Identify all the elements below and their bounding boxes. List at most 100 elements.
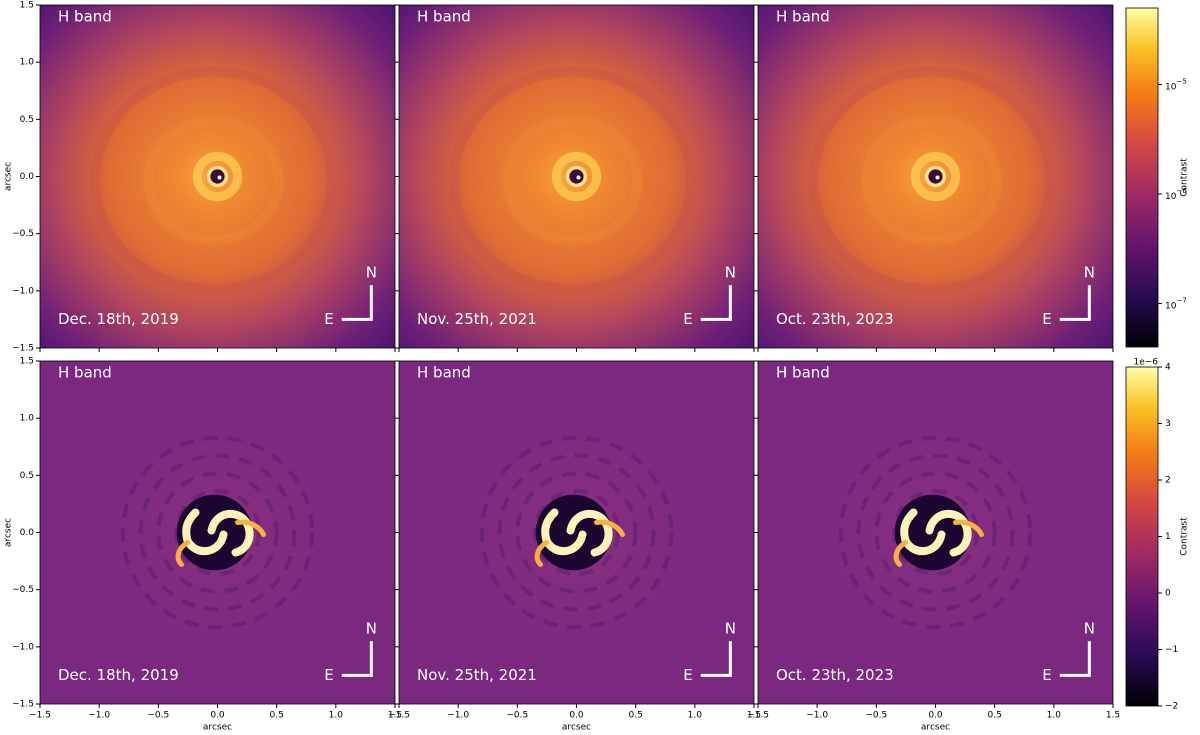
y-tick-label: 1.5 [20, 1, 34, 11]
x-tick-label: 0.5 [988, 711, 1002, 721]
x-tick-label: −0.5 [147, 711, 169, 721]
x-tick-label: −0.5 [865, 711, 887, 721]
ripple [138, 453, 297, 612]
x-label: arcsec [203, 723, 232, 733]
y-tick-label: −1.5 [12, 344, 34, 354]
x-tick-label: −1.0 [447, 711, 469, 721]
tick-base: 10 [1165, 82, 1177, 92]
ripple [515, 471, 638, 594]
x-tick-label: 1.0 [1047, 711, 1062, 721]
y-tick-label: 0.5 [20, 115, 34, 125]
spiral-ring [113, 88, 314, 273]
arm [953, 519, 984, 537]
compass-e: E [324, 310, 333, 328]
spiral-ring [502, 115, 643, 246]
image [758, 361, 1113, 704]
panel-title: H band [776, 364, 830, 382]
arm [893, 540, 908, 567]
y-tick-label: 0.0 [20, 528, 35, 538]
y-tick-label: −0.5 [12, 585, 34, 595]
inner-ring [192, 151, 243, 202]
tick-exponent: −5 [1176, 78, 1186, 86]
y-label: arcsec [4, 162, 14, 191]
x-tick-label: −1.5 [388, 711, 410, 721]
compass-n: N [725, 264, 736, 282]
colorbar-tick-label: 3 [1165, 419, 1171, 429]
tick-exponent: −7 [1176, 296, 1186, 304]
panel-title: H band [417, 364, 471, 382]
panel-date: Oct. 23th, 2023 [776, 310, 894, 328]
compass-e: E [324, 666, 333, 684]
colorbar-tick-label: 10−5 [1165, 78, 1187, 93]
tick-base: 10 [1165, 191, 1177, 201]
panel-date: Dec. 18th, 2019 [58, 666, 179, 684]
y-tick-label: 1.0 [20, 58, 35, 68]
arm [534, 540, 549, 567]
colorbar-tick-label: −1 [1165, 645, 1178, 655]
colorbar-offset: 1e−6 [1133, 358, 1158, 368]
x-tick-label: −1.0 [88, 711, 110, 721]
ripple [533, 489, 620, 576]
y-tick-label: 1.5 [20, 357, 34, 367]
x-tick-label: 0.0 [928, 711, 943, 721]
compass-n: N [725, 620, 736, 638]
spiral-ring [143, 115, 284, 246]
x-tick-label: −0.5 [506, 711, 528, 721]
x-tick-label: 1.0 [329, 711, 344, 721]
x-tick-label: 0.5 [270, 711, 284, 721]
panel-date: Nov. 25th, 2021 [417, 310, 537, 328]
panel-title: H band [58, 364, 112, 382]
spiral-arms [534, 508, 625, 567]
compass-e: E [1042, 666, 1051, 684]
spiral-ring [449, 66, 696, 295]
y-tick-label: 0.5 [20, 471, 34, 481]
x-tick-label: 0.0 [210, 711, 225, 721]
x-tick-label: 1.0 [688, 711, 703, 721]
compass [1059, 285, 1091, 321]
panel-title: H band [776, 8, 830, 26]
x-tick-label: −1.5 [747, 711, 769, 721]
compass-n: N [1084, 620, 1095, 638]
colorbar-tick-label: 2 [1165, 476, 1171, 486]
cavity [569, 169, 584, 184]
ripple [120, 435, 315, 630]
inner-ring [910, 151, 961, 202]
panel-title: H band [58, 8, 112, 26]
cavity [928, 169, 943, 184]
ripple [156, 471, 279, 594]
y-tick-label: −1.0 [12, 286, 34, 296]
panel-title: H band [417, 8, 471, 26]
colorbar-tick-label: −2 [1165, 702, 1178, 712]
y-tick-label: 1.0 [20, 414, 35, 424]
image [40, 361, 395, 704]
cavity [210, 169, 225, 184]
y-tick-label: −1.0 [12, 642, 34, 652]
compass-n: N [366, 620, 377, 638]
colorbar-tick-label: 10−7 [1165, 296, 1187, 311]
colorbar-label: Contrast [1180, 517, 1190, 556]
y-tick-label: 0.0 [20, 172, 35, 182]
panel-date: Oct. 23th, 2023 [776, 666, 894, 684]
colorbar-tick-label: 10−6 [1165, 187, 1187, 202]
colorbar-label: Contrast [1180, 158, 1190, 197]
spiral-ring [808, 66, 1055, 295]
x-tick-label: 1.5 [1106, 711, 1120, 721]
x-tick-label: −1.0 [806, 711, 828, 721]
x-tick-label: 1.5 [747, 711, 761, 721]
x-tick-label: 1.5 [388, 711, 402, 721]
compass-n: N [366, 264, 377, 282]
compass [341, 285, 373, 321]
colorbar-tick-label: 1 [1165, 532, 1171, 542]
compass [1059, 641, 1091, 677]
compass-n: N [1084, 264, 1095, 282]
compass-e: E [683, 666, 692, 684]
colorbar-tick-label: 0 [1165, 589, 1171, 599]
panel-date: Dec. 18th, 2019 [58, 310, 179, 328]
panel-date: Nov. 25th, 2021 [417, 666, 537, 684]
compass [700, 285, 732, 321]
x-label: arcsec [921, 723, 950, 733]
image [399, 5, 754, 348]
ripple [874, 471, 997, 594]
x-tick-label: −1.5 [29, 711, 51, 721]
